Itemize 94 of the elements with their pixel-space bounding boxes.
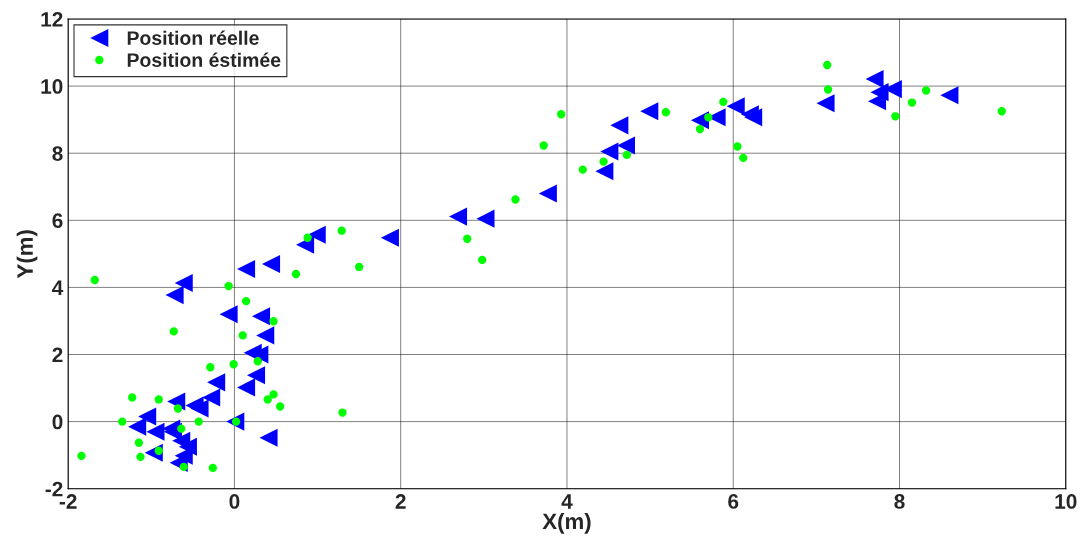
point [238,331,247,340]
point [194,417,203,426]
x-tick-label: 10 [1055,494,1077,509]
point [237,378,256,397]
legend-label: Position éstimée [127,52,281,67]
point [174,274,193,293]
point [208,463,217,473]
y-tick-label: 4 [52,280,64,295]
point [556,110,566,119]
point [256,326,275,345]
point [303,233,312,242]
point [275,402,285,411]
y-tick-label: 2 [52,347,63,363]
point [259,428,278,447]
point [263,395,272,404]
point [291,269,301,279]
point [261,254,281,273]
point [599,157,608,166]
point [253,357,262,366]
point [224,281,233,291]
point [202,388,221,407]
point [177,424,186,433]
point [173,404,183,413]
point [726,97,745,116]
point [640,102,659,121]
point [816,94,835,113]
point [154,395,163,404]
y-axis-title: Y(m) [16,230,38,279]
point [337,226,346,235]
point [595,162,614,181]
x-tick-label: 6 [728,494,739,509]
point [146,422,165,441]
point [578,165,587,174]
point [739,153,748,163]
point [661,108,671,117]
point [616,136,636,155]
point [997,107,1006,116]
point [138,407,157,426]
point [921,86,931,95]
legend-label: Position réelle [127,30,259,45]
point [136,452,145,461]
point [252,307,271,326]
point [733,142,742,151]
point [185,396,204,415]
point [476,209,495,228]
point [511,195,520,204]
point [229,360,238,369]
point [907,98,917,107]
y-tick-label: 12 [41,12,63,27]
point [463,234,472,243]
point [269,390,278,399]
point [744,108,763,127]
x-tick-label: 8 [894,494,905,509]
x-tick-label: 2 [395,494,406,509]
point [247,366,266,385]
point [165,286,184,305]
x-axis-title: X(m) [542,512,591,534]
point [891,112,900,121]
point [241,296,251,306]
point [128,393,137,402]
point [380,228,399,247]
point [307,225,326,244]
point [237,259,256,278]
y-tick-label: 10 [41,79,63,94]
point [600,142,619,161]
point [118,417,127,426]
y-tick-label: 8 [52,146,63,161]
point [449,207,468,226]
point [90,275,99,285]
y-tick-label: 0 [52,414,63,430]
point [478,255,487,265]
point [269,317,278,326]
point [610,116,629,135]
point [704,113,713,122]
point [77,451,86,460]
point [865,70,884,89]
point [695,124,705,134]
point [219,305,238,324]
point [823,60,832,70]
point [538,184,557,203]
point [354,262,364,272]
x-tick-label: 0 [229,494,240,509]
point [719,97,728,107]
point [207,373,226,392]
point [169,327,178,336]
point [622,150,631,160]
point [134,438,143,447]
point [940,86,959,105]
x-tick-label: 4 [561,494,573,509]
point [539,141,548,150]
point [206,363,215,372]
point [823,85,833,94]
y-tick-label: 6 [52,213,63,229]
point [128,417,147,436]
